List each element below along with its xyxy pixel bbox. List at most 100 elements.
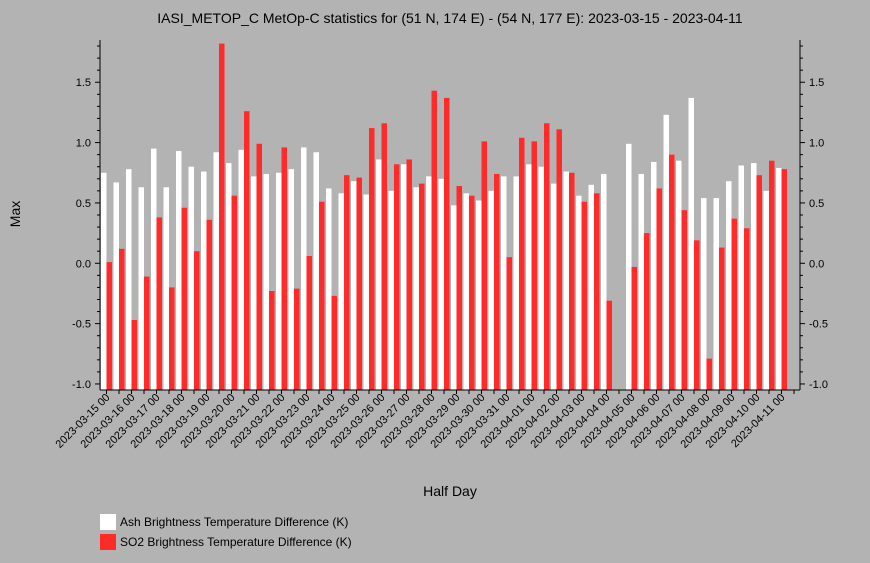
bar-so2-24 (406, 159, 412, 390)
bar-so2-3 (144, 276, 150, 390)
bar-so2-29 (469, 195, 475, 390)
y-tick-label-left: 1.5 (76, 77, 91, 89)
bar-ash-47 (688, 97, 694, 391)
bar-so2-17 (319, 201, 325, 390)
y-tick-label-right: 0.0 (809, 258, 824, 270)
bar-so2-42 (631, 266, 637, 390)
bar-ash-49 (713, 198, 719, 390)
bar-ash-10 (226, 163, 232, 390)
bar-so2-36 (556, 129, 562, 390)
y-axis-label: Max (7, 201, 23, 227)
bar-ash-35 (538, 166, 544, 390)
bar-so2-8 (206, 219, 212, 390)
bar-ash-15 (288, 169, 294, 390)
bar-so2-19 (344, 175, 350, 390)
bar-ash-0 (101, 172, 107, 390)
legend-label-ash: Ash Brightness Temperature Difference (K… (120, 515, 349, 529)
y-tick-label-right: 1.5 (809, 77, 824, 89)
bar-so2-53 (769, 160, 775, 390)
y-tick-label-right: 1.0 (809, 138, 824, 150)
x-axis-label: Half Day (423, 483, 477, 499)
legend-label-so2: SO2 Brightness Temperature Difference (K… (120, 535, 352, 549)
bar-so2-32 (506, 257, 512, 390)
bar-ash-37 (563, 171, 569, 390)
bar-so2-4 (156, 217, 162, 390)
bar-ash-43 (638, 173, 644, 390)
bar-ash-34 (526, 164, 532, 390)
bar-ash-11 (238, 149, 244, 390)
bar-ash-9 (213, 152, 219, 390)
bar-so2-52 (756, 175, 762, 390)
bar-ash-29 (463, 193, 469, 390)
chart-title: IASI_METOP_C MetOp-C statistics for (51 … (157, 10, 743, 26)
legend-swatch-ash (100, 514, 116, 530)
bar-so2-16 (306, 256, 312, 390)
bar-ash-20 (351, 181, 357, 390)
bar-ash-19 (338, 193, 344, 390)
bar-ash-16 (301, 147, 307, 390)
bar-ash-42 (626, 143, 632, 390)
bar-so2-43 (644, 233, 650, 390)
legend-item-so2: SO2 Brightness Temperature Difference (K… (100, 532, 352, 552)
bar-so2-26 (431, 90, 437, 391)
bar-ash-14 (276, 172, 282, 390)
bar-ash-52 (751, 163, 757, 390)
bar-ash-5 (163, 187, 169, 390)
bar-so2-47 (694, 240, 700, 390)
bar-so2-22 (381, 123, 387, 390)
bar-so2-1 (119, 248, 125, 390)
bar-so2-11 (244, 111, 250, 390)
bar-ash-13 (263, 173, 269, 390)
bar-ash-4 (151, 148, 157, 390)
bar-ash-23 (388, 190, 394, 390)
bar-so2-0 (106, 262, 112, 390)
legend: Ash Brightness Temperature Difference (K… (100, 512, 352, 552)
bar-ash-27 (438, 178, 444, 390)
bar-ash-33 (513, 176, 519, 390)
bar-ash-44 (651, 161, 657, 390)
bar-ash-21 (363, 194, 369, 390)
bar-ash-6 (176, 151, 182, 390)
bar-so2-13 (269, 291, 275, 390)
bar-ash-32 (501, 176, 507, 390)
bar-ash-38 (576, 195, 582, 390)
bar-so2-14 (281, 147, 287, 390)
bar-so2-25 (419, 183, 425, 390)
bar-ash-3 (138, 187, 144, 390)
bar-ash-30 (476, 200, 482, 390)
bar-so2-38 (581, 201, 587, 390)
bar-so2-10 (231, 195, 237, 390)
y-tick-label-left: -1.0 (72, 379, 91, 391)
bar-ash-53 (763, 190, 769, 390)
bar-ash-28 (451, 205, 457, 390)
bar-so2-5 (169, 287, 175, 390)
bar-so2-2 (131, 320, 137, 390)
bar-ash-31 (488, 190, 494, 390)
bar-ash-50 (726, 181, 732, 390)
bar-ash-24 (401, 164, 407, 390)
bars-group (101, 43, 787, 391)
bar-so2-51 (744, 228, 750, 390)
bar-ash-39 (588, 184, 594, 390)
bar-ash-40 (601, 173, 607, 390)
bar-so2-46 (681, 210, 687, 390)
y-tick-label-right: -1.0 (809, 379, 828, 391)
bar-ash-22 (376, 159, 382, 390)
bar-so2-27 (444, 97, 450, 391)
bar-so2-28 (456, 186, 462, 390)
bar-so2-9 (219, 43, 225, 390)
bar-so2-6 (181, 207, 187, 390)
bar-ash-2 (126, 169, 132, 390)
bar-ash-25 (413, 187, 419, 390)
bar-ash-46 (676, 160, 682, 390)
bar-ash-7 (188, 166, 194, 390)
bar-ash-18 (326, 188, 332, 390)
bar-ash-48 (701, 198, 707, 390)
bar-so2-34 (531, 141, 537, 390)
bar-so2-48 (706, 358, 712, 390)
bar-so2-31 (494, 173, 500, 390)
legend-swatch-so2 (100, 534, 116, 550)
bar-ash-1 (113, 182, 119, 390)
bar-ash-36 (551, 183, 557, 390)
y-tick-label-right: -0.5 (809, 319, 828, 331)
